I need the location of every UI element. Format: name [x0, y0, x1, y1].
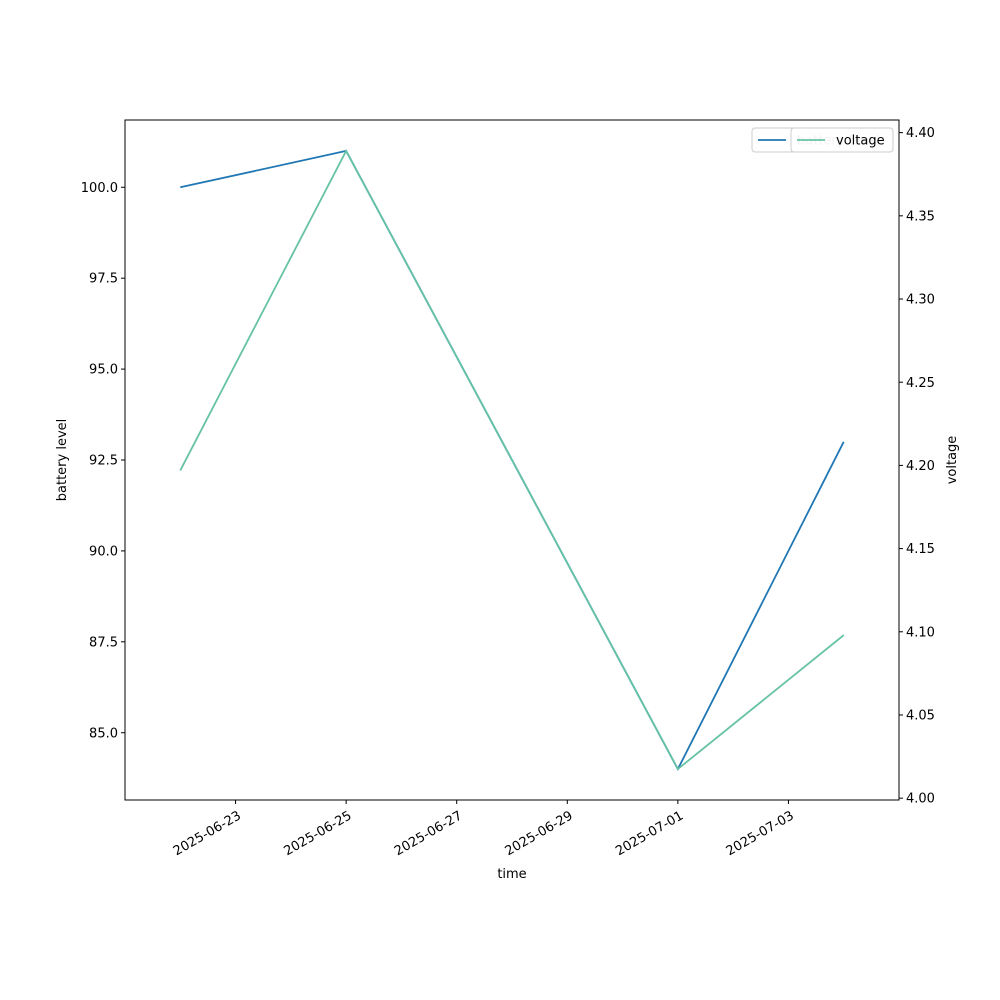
x-tick-label: 2025-06-29	[503, 808, 576, 859]
legend-label: voltage	[836, 134, 885, 149]
x-tick-label: 2025-06-25	[281, 808, 354, 859]
y-tick-label: 90.0	[89, 544, 118, 559]
y2-tick-label: 4.00	[906, 792, 935, 807]
x-axis-label: time	[497, 867, 526, 882]
y-tick-label: 100.0	[81, 181, 118, 196]
y2-tick-label: 4.35	[906, 209, 935, 224]
y-tick-label: 87.5	[89, 635, 118, 650]
x-tick-label: 2025-06-23	[171, 808, 244, 859]
legend-box	[790, 127, 894, 153]
y2-tick-label: 4.30	[906, 293, 935, 308]
y-tick-label: 97.5	[89, 272, 118, 287]
y-axis-label: battery level	[55, 419, 70, 502]
y2-tick-label: 4.40	[906, 126, 935, 141]
y-tick-label: 95.0	[89, 363, 118, 378]
y-tick-label: 92.5	[89, 454, 118, 469]
y2-tick-label: 4.25	[906, 376, 935, 391]
data-line	[179, 149, 845, 771]
y2-tick-label: 4.10	[906, 625, 935, 640]
y-tick-label: 85.0	[89, 726, 118, 741]
y2-tick-label: 4.15	[906, 542, 935, 557]
y2-tick-label: 4.05	[906, 709, 935, 724]
y2-tick-label: 4.20	[906, 459, 935, 474]
x-tick-label: 2025-07-01	[613, 808, 686, 859]
x-tick-label: 2025-06-27	[392, 808, 465, 859]
x-tick-label: 2025-07-03	[724, 808, 797, 859]
y2-axis-label: voltage	[945, 436, 960, 485]
